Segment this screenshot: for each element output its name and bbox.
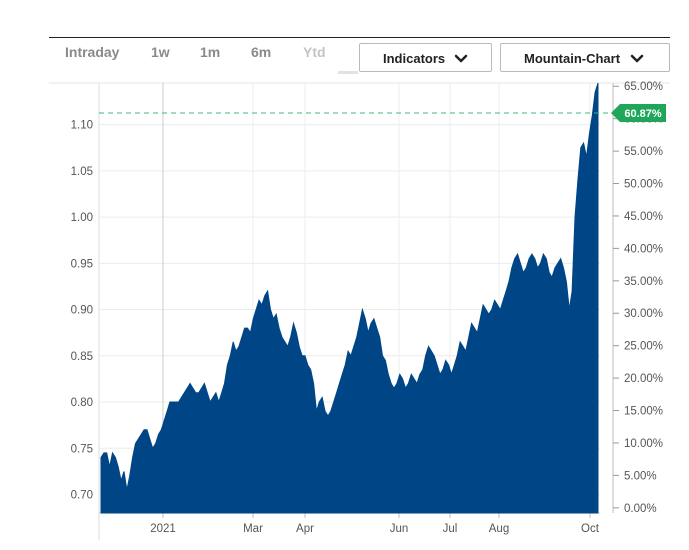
x-tick-label: Apr bbox=[296, 523, 314, 535]
indicators-dropdown[interactable]: Indicators bbox=[359, 43, 492, 72]
y-right-tick-label: 25.00% bbox=[624, 341, 663, 353]
x-tick-label: Jun bbox=[390, 523, 409, 535]
y-left-tick-label: 1.00 bbox=[71, 212, 93, 224]
chart-type-dropdown[interactable]: Mountain-Chart bbox=[500, 43, 670, 72]
range-tab-ytd[interactable]: Ytd bbox=[303, 44, 326, 60]
y-left-tick-label: 0.95 bbox=[71, 258, 93, 270]
x-tick-label: Oct bbox=[581, 523, 600, 535]
y-right-tick-label: 30.00% bbox=[624, 308, 663, 320]
y-left-tick-label: 1.10 bbox=[71, 120, 93, 132]
y-right-tick-label: 5.00% bbox=[624, 470, 657, 482]
y-left-tick-label: 0.75 bbox=[71, 443, 93, 455]
y-right-tick-label: 10.00% bbox=[624, 438, 663, 450]
range-tab-1w[interactable]: 1w bbox=[151, 44, 170, 60]
chart-type-label: Mountain-Chart bbox=[524, 51, 621, 66]
y-right-tick-label: 20.00% bbox=[624, 373, 663, 385]
y-left-tick-label: 0.80 bbox=[71, 397, 93, 409]
y-right-tick-label: 15.00% bbox=[624, 406, 663, 418]
x-tick-label: 2021 bbox=[150, 523, 176, 535]
y-left-tick-label: 0.90 bbox=[71, 305, 93, 317]
y-right-tick-label: 55.00% bbox=[624, 146, 663, 158]
chevron-down-icon bbox=[454, 54, 468, 63]
x-tick-label: Mar bbox=[243, 523, 263, 535]
y-left-tick-label: 0.85 bbox=[71, 351, 93, 363]
y-right-tick-label: 35.00% bbox=[624, 276, 663, 288]
current-value-badge bbox=[611, 104, 666, 123]
y-left-tick-label: 0.70 bbox=[71, 490, 93, 502]
price-area-series bbox=[100, 82, 599, 514]
range-tab-6m[interactable]: 6m bbox=[251, 44, 272, 60]
y-right-tick-label: 65.00% bbox=[624, 81, 663, 93]
top-divider bbox=[49, 37, 670, 38]
x-tick-label: Aug bbox=[489, 523, 509, 535]
y-right-tick-label: 40.00% bbox=[624, 243, 663, 255]
y-right-tick-label: 50.00% bbox=[624, 179, 663, 191]
range-tab-1m[interactable]: 1m bbox=[200, 44, 221, 60]
indicators-label: Indicators bbox=[383, 51, 446, 66]
tab-scroll-fade bbox=[338, 71, 358, 74]
y-right-tick-label: 45.00% bbox=[624, 211, 663, 223]
current-value-label: 60.87% bbox=[624, 108, 662, 120]
y-right-tick-label: 0.00% bbox=[624, 503, 657, 515]
y-left-tick-label: 1.05 bbox=[71, 166, 93, 178]
x-tick-label: Jul bbox=[443, 523, 458, 535]
range-tab-intraday[interactable]: Intraday bbox=[65, 44, 120, 60]
chevron-down-icon bbox=[630, 54, 644, 63]
